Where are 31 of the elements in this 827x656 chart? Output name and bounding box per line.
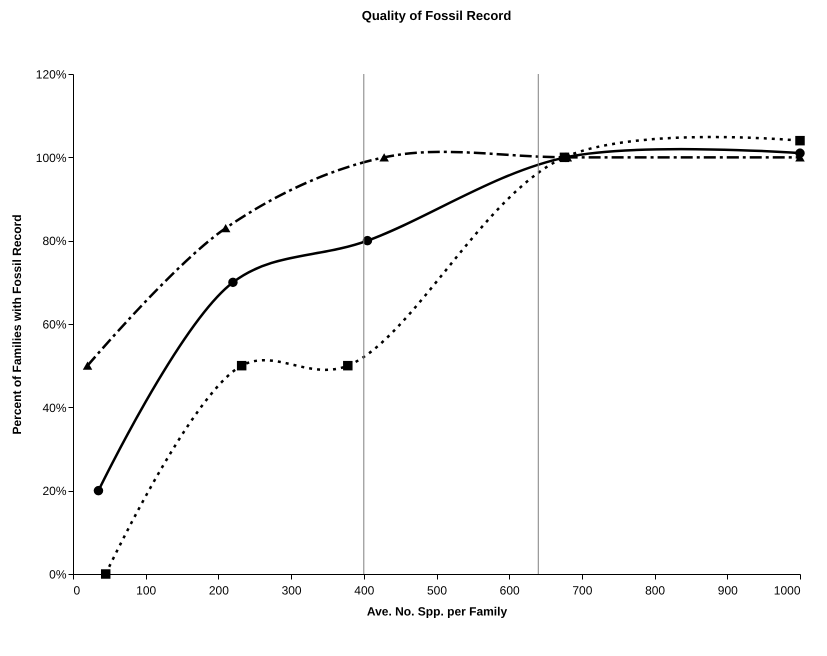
point xyxy=(236,360,246,370)
x-tick-label: 400 xyxy=(354,584,375,598)
x-axis-title: Ave. No. Spp. per Family xyxy=(366,604,508,618)
x-tick-label: 1000 xyxy=(774,584,801,598)
y-axis-title: Percent of Families with Fossil Record xyxy=(10,214,24,435)
point xyxy=(82,362,92,370)
y-tick-label: 0% xyxy=(49,568,67,582)
point xyxy=(220,224,230,232)
point xyxy=(795,136,805,146)
y-tick-label: 40% xyxy=(42,400,67,415)
x-tick-label: 900 xyxy=(718,584,738,598)
x-tick-label: 800 xyxy=(645,584,666,598)
point xyxy=(100,569,110,579)
x-tick-label: 700 xyxy=(572,584,593,598)
y-tick-label: 100% xyxy=(36,150,67,165)
point xyxy=(94,486,104,496)
x-tick-label: 200 xyxy=(208,584,230,598)
x-tick-label: 100 xyxy=(136,584,157,598)
point xyxy=(343,360,353,370)
chart-title: Quality of Fossil Record xyxy=(362,8,512,23)
y-tick-label: 120% xyxy=(36,68,67,82)
x-tick-label: 300 xyxy=(282,584,302,598)
x-tick-label: 0 xyxy=(74,584,80,598)
point xyxy=(228,278,238,288)
y-tick-label: 80% xyxy=(42,234,67,248)
y-tick-label: 20% xyxy=(42,484,67,498)
x-tick-label: 600 xyxy=(500,584,520,598)
point xyxy=(379,153,389,162)
x-tick-label: 500 xyxy=(426,584,448,598)
y-tick-label: 60% xyxy=(42,318,67,332)
point xyxy=(795,148,805,158)
